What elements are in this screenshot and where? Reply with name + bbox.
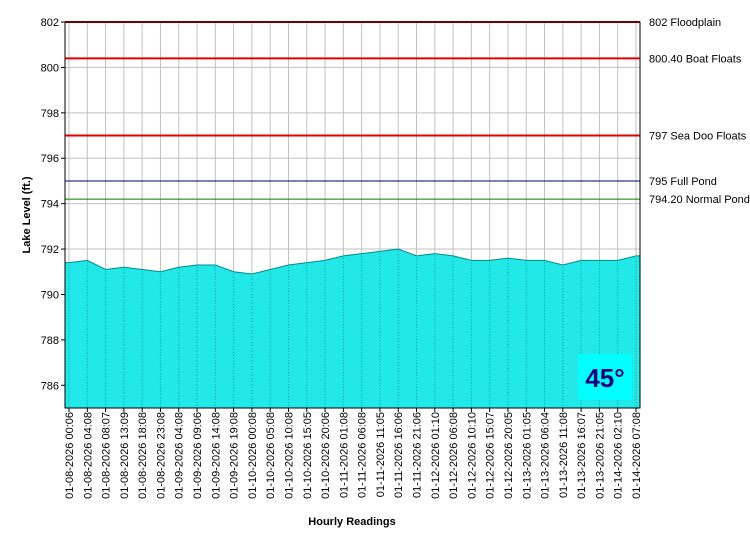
x-tick-label: 01-08-2026 04:08 [82,412,94,499]
y-axis-label: Lake Level (ft.) [21,176,33,253]
reference-label: 795 Full Pond [649,176,717,188]
y-tick-label: 786 [41,380,59,392]
y-tick-label: 800 [41,62,59,74]
x-tick-label: 01-10-2026 00:08 [247,412,259,499]
y-tick-label: 788 [41,335,59,347]
y-tick-label: 796 [41,153,59,165]
x-tick-label: 01-09-2026 19:08 [229,412,241,499]
x-axis-label: Hourly Readings [308,516,395,528]
y-tick-label: 792 [41,244,59,256]
x-tick-label: 01-14-2026 02:10 [613,412,625,499]
x-tick-label: 01-13-2026 06:04 [540,412,552,499]
x-tick-label: 01-09-2026 09:06 [192,412,204,499]
badge-box [578,354,632,400]
x-tick-label: 01-10-2026 10:08 [283,412,295,499]
y-tick-label: 802 [41,17,59,29]
x-tick-label: 01-10-2026 20:06 [320,412,332,499]
x-tick-label: 01-08-2026 00:06 [64,412,76,499]
x-tick-label: 01-11-2026 16:06 [393,412,405,498]
area [64,248,641,409]
x-tick-label: 01-14-2026 07:08 [631,412,643,499]
x-tick-label: 01-11-2026 11:05 [375,412,387,497]
x-tick-label: 01-08-2026 18:08 [137,412,149,499]
x-tick-label: 01-11-2026 21:06 [412,412,424,498]
x-tick-label: 01-13-2026 01:05 [521,412,533,499]
x-tick-label: 01-10-2026 15:05 [302,412,314,499]
x-tick-label: 01-12-2026 06:08 [448,412,460,499]
x-tick-label: 01-09-2026 04:08 [174,412,186,499]
x-tick-label: 01-13-2026 11:08 [558,412,570,498]
x-tick-label: 01-08-2026 08:07 [101,412,113,499]
x-tick-label: 01-13-2026 21:05 [594,412,606,499]
y-tick-label: 794 [41,199,59,211]
x-tick-label: 01-13-2026 16:07 [576,412,588,499]
reference-label: 800.40 Boat Floats [649,53,742,65]
reference-label: 794.20 Normal Pond [649,194,750,206]
y-tick-label: 790 [41,289,59,301]
y-tick-label: 798 [41,108,59,120]
x-tick-label: 01-12-2026 20:05 [503,412,515,499]
reference-label: 797 Sea Doo Floats [649,131,747,143]
badge: 45° [585,363,624,393]
x-tick-label: 01-08-2026 23:08 [155,412,167,499]
x-tick-label: 01-11-2026 06:08 [357,412,369,498]
x-tick-label: 01-12-2026 10:10 [466,412,478,499]
x-tick-label: 01-08-2026 13:09 [119,412,131,499]
x-tick-label: 01-11-2026 01:08 [338,412,350,498]
plot-border [64,21,641,409]
x-tick-label: 01-12-2026 01:10 [430,412,442,499]
x-tick-label: 01-10-2026 05:08 [265,412,277,499]
x-tick-label: 01-09-2026 14:08 [210,412,222,499]
x-tick-label: 01-12-2026 15:07 [485,412,497,499]
reference-label: 802 Floodplain [649,17,721,29]
